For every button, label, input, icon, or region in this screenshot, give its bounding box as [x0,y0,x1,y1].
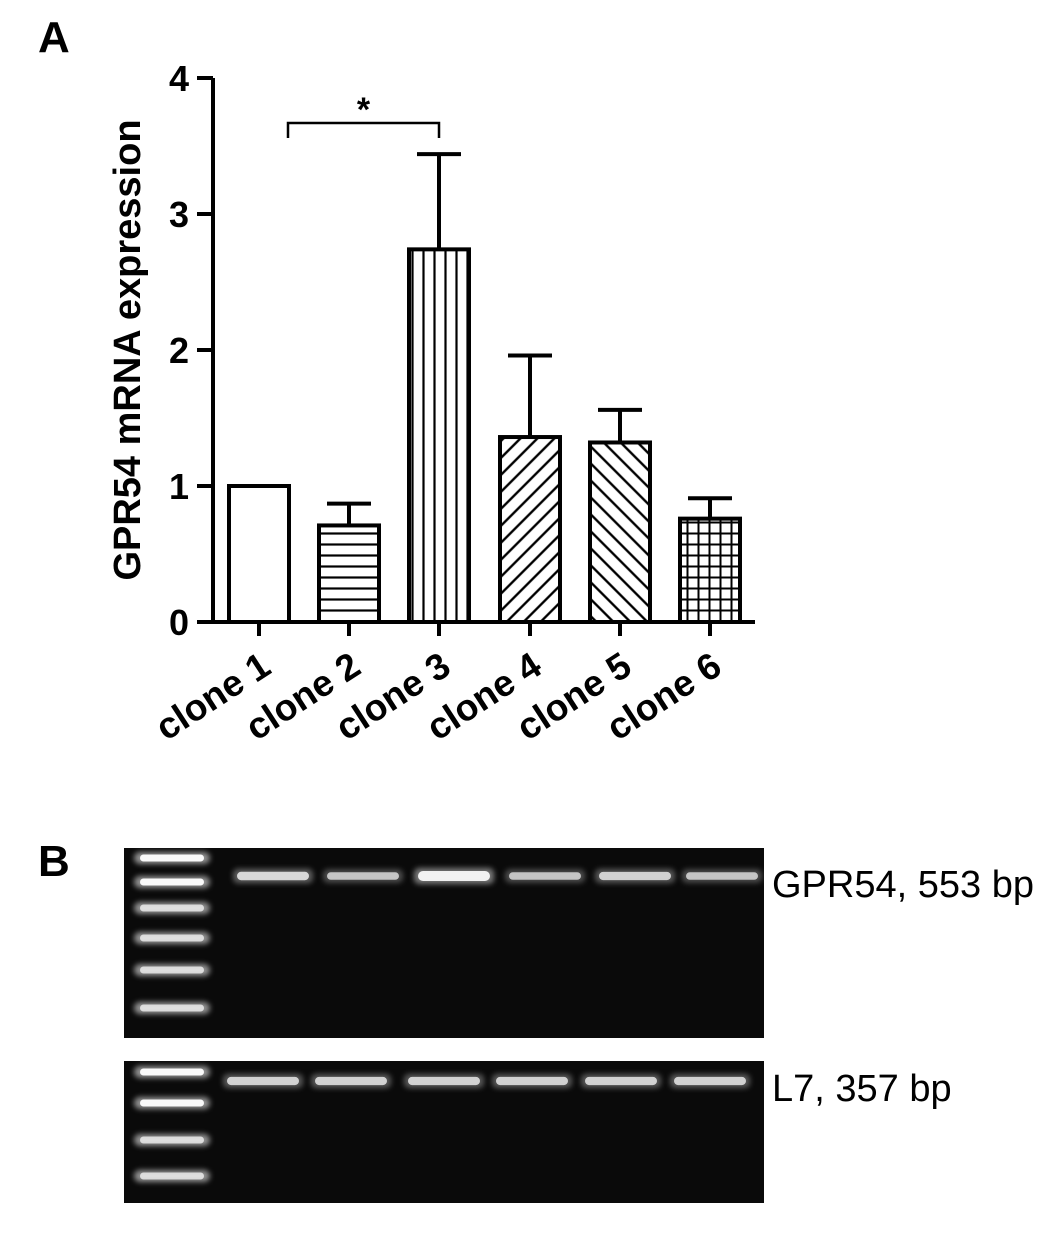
gel-band [227,1076,299,1086]
gel-band [686,872,758,880]
gel-band [599,871,671,881]
ladder-band [140,934,204,942]
y-tick-label: 4 [169,58,189,99]
bar-clone-6 [678,516,742,625]
gel-band [674,1076,746,1086]
bracket-line [286,121,441,138]
gel-image-top [124,848,764,1038]
ladder-band [140,1099,204,1107]
ladder-band [140,1172,204,1180]
bar-clone-5 [588,440,652,625]
ladder-band [140,878,204,886]
significance-bracket: * [286,91,441,138]
ladder-band [140,1136,204,1144]
y-axis-label: GPR54 mRNA expression [107,119,149,580]
gel-band [509,872,581,880]
ladder-band [140,904,204,912]
gel-bottom-label: L7, 357 bp [772,1068,952,1110]
y-tick-label: 0 [169,602,189,643]
significance-label: * [357,91,371,129]
y-tick-label: 2 [169,330,189,371]
gel-band [496,1076,568,1086]
gel-band [315,1076,387,1086]
y-tick-label: 3 [169,194,189,235]
gel-band [418,871,490,881]
bar-clone-1 [227,484,291,624]
bar-clone-2 [317,523,381,624]
gel-top-label: GPR54, 553 bp [772,864,1034,906]
bar-clone-3 [407,247,471,625]
gel-image-bottom [124,1061,764,1203]
y-axis: 0 1 2 3 4 [169,58,215,643]
gel-band [327,872,399,880]
ladder-band [140,854,204,862]
bar-clone-4 [498,435,562,625]
gel-band [408,1076,480,1086]
ladder-band [140,1068,204,1076]
panel-a-letter: A [38,13,70,62]
panel-b-letter: B [38,837,70,886]
bar-chart: GPR54 mRNA expression 0 1 2 3 4 * clone 1clo… [107,58,755,748]
gel-band [237,871,309,881]
bars [227,152,742,625]
ladder-band [140,966,204,974]
gel-band [585,1076,657,1086]
ladder-band [140,1004,204,1012]
y-tick-label: 1 [169,466,189,507]
